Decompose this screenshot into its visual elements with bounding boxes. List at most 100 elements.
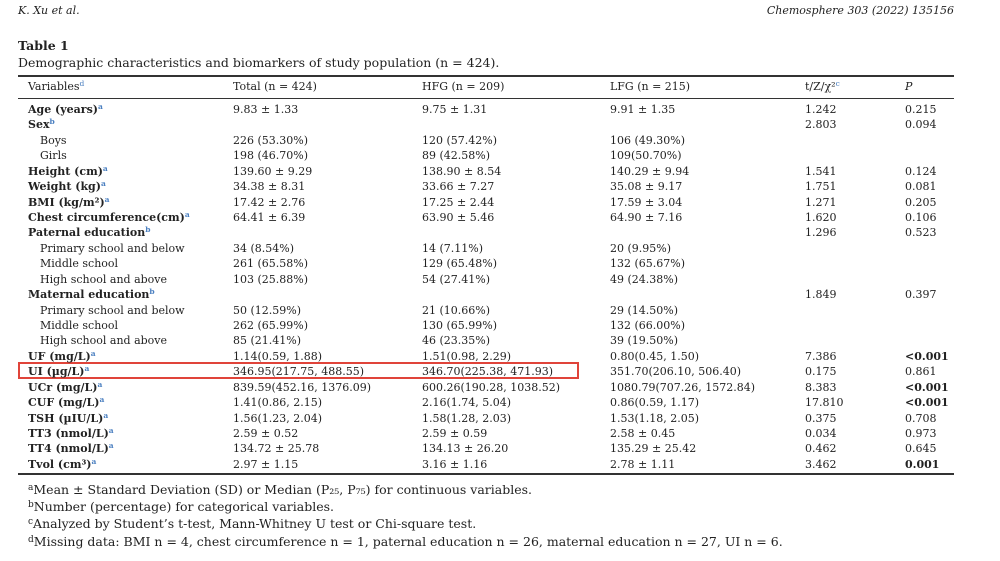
table-cell: 138.90 ± 8.54 <box>422 164 502 178</box>
row-label-text: Middle school <box>40 257 119 271</box>
table-cell: 0.80(0.45, 1.50) <box>610 349 700 363</box>
table-cell: 3.16 ± 1.16 <box>422 457 488 471</box>
footnote-marker: b <box>49 117 55 127</box>
footnote-marker: a <box>102 163 108 173</box>
column-header: Variablesd <box>28 80 84 94</box>
table-cell: 39 (19.50%) <box>610 334 679 348</box>
table-cell: 2.803 <box>805 118 837 132</box>
row-label: Middle school <box>40 319 118 333</box>
table-cell: <0.001 <box>905 349 949 363</box>
bottom-rule <box>18 473 954 475</box>
footnote-text: Mean ± Standard Deviation (SD) or Median… <box>33 482 532 497</box>
table-cell: 140.29 ± 9.94 <box>610 164 690 178</box>
table-title: Table 1 <box>18 38 69 53</box>
table-cell: 132 (65.67%) <box>610 257 686 271</box>
table-cell: 1.271 <box>805 195 837 209</box>
table-cell: 46 (23.35%) <box>422 334 491 348</box>
row-label: Primary school and below <box>40 304 185 318</box>
row-label: High school and above <box>40 273 167 287</box>
table-caption: Demographic characteristics and biomarke… <box>18 55 500 70</box>
table-cell: 839.59(452.16, 1376.09) <box>233 380 372 394</box>
table-cell: 17.810 <box>805 396 844 410</box>
footnote-marker: a <box>91 456 97 466</box>
row-label: Paternal educationb <box>28 226 150 240</box>
table-cell: 198 (46.70%) <box>233 149 309 163</box>
table-cell: 2.97 ± 1.15 <box>233 457 299 471</box>
table-cell: 0.708 <box>905 411 937 425</box>
footnote-text: Number (percentage) for categorical vari… <box>33 499 335 514</box>
table-cell: 1.14(0.59, 1.88) <box>233 349 323 363</box>
row-label-text: High school and above <box>40 272 168 286</box>
table-cell: 0.397 <box>905 288 937 302</box>
table-cell: 134.13 ± 26.20 <box>422 442 509 456</box>
table-cell: 2.16(1.74, 5.04) <box>422 396 512 410</box>
table-cell: 29 (14.50%) <box>610 303 679 317</box>
table-cell: 0.081 <box>905 180 937 194</box>
table-cell: 346.95(217.75, 488.55) <box>233 365 365 379</box>
row-label-text: Age (years) <box>28 103 98 116</box>
row-label-text: Primary school and below <box>40 303 185 317</box>
column-header: LFG (n = 215) <box>610 80 690 94</box>
column-header: t/Z/χ²c <box>805 80 840 94</box>
row-label: Primary school and below <box>40 242 185 256</box>
table-cell: 1.51(0.98, 2.29) <box>422 349 512 363</box>
table-cell: 1080.79(707.26, 1572.84) <box>610 380 756 394</box>
row-label: TT3 (nmol/L)a <box>28 427 114 441</box>
footnote: aMean ± Standard Deviation (SD) or Media… <box>28 482 532 497</box>
table-cell: 109(50.70%) <box>610 149 682 163</box>
table-cell: 0.86(0.59, 1.17) <box>610 396 700 410</box>
row-label-text: High school and above <box>40 334 168 348</box>
row-label: Maternal educationb <box>28 288 155 302</box>
table-cell: 1.58(1.28, 2.03) <box>422 411 512 425</box>
row-label-text: UCr (mg/L) <box>28 380 98 394</box>
row-label-text: UF (mg/L) <box>28 349 91 363</box>
row-label-text: BMI (kg/m²) <box>28 195 105 209</box>
table-cell: 0.205 <box>905 195 937 209</box>
column-header-text: Total (n = 424) <box>233 80 317 93</box>
footnote-mark: a <box>28 483 34 493</box>
footnote-marker: a <box>108 441 114 451</box>
footnote-mark: c <box>28 517 34 527</box>
row-label: Height (cm)a <box>28 163 108 179</box>
column-header-text: LFG (n = 215) <box>610 80 691 93</box>
table-cell: 351.70(206.10, 506.40) <box>610 365 742 379</box>
table-cell: 63.90 ± 5.46 <box>422 211 495 224</box>
table-cell: 0.094 <box>905 118 937 132</box>
table-cell: 226 (53.30%) <box>233 133 309 147</box>
table-cell: 261 (65.58%) <box>233 257 309 271</box>
row-label-text: UI (µg/L) <box>28 365 85 379</box>
row-label-text: TSH (µIU/L) <box>28 411 104 425</box>
table-cell: 0.973 <box>905 427 937 441</box>
row-label: Tvol (cm³)a <box>28 458 96 472</box>
row-label-text: CUF (mg/L) <box>28 396 100 410</box>
row-label-text: Sex <box>28 118 50 132</box>
row-label-text: Paternal education <box>28 226 146 240</box>
footnote-text: Analyzed by Student’s t-test, Mann-Whitn… <box>33 516 477 531</box>
table-cell: 129 (65.48%) <box>422 257 498 271</box>
table-cell: 0.215 <box>905 103 937 116</box>
table-cell: 0.645 <box>905 442 937 456</box>
row-label-text: TT4 (nmol/L) <box>28 442 109 456</box>
table-cell: 1.751 <box>805 180 837 194</box>
table-cell: 132 (66.00%) <box>610 319 686 333</box>
table-cell: 1.620 <box>805 211 837 224</box>
table-cell: 134.72 ± 25.78 <box>233 442 320 456</box>
table-cell: 1.56(1.23, 2.04) <box>233 411 323 425</box>
row-label: UCr (mg/L)a <box>28 380 102 395</box>
table-cell: 1.41(0.86, 2.15) <box>233 396 323 410</box>
footnote-marker: b <box>145 225 151 235</box>
row-label: Weight (kg)a <box>28 180 106 194</box>
footnote-marker: a <box>99 395 105 405</box>
footnote-marker: a <box>90 348 96 358</box>
footnote: cAnalyzed by Student’s t-test, Mann-Whit… <box>28 516 476 531</box>
table-cell: 120 (57.42%) <box>422 133 498 147</box>
row-label: Girls <box>40 149 67 163</box>
table-cell: 1.849 <box>805 288 837 302</box>
column-header: HFG (n = 209) <box>422 80 504 94</box>
row-label-text: Primary school and below <box>40 241 185 255</box>
table-cell: 9.83 ± 1.33 <box>233 103 299 116</box>
column-header-text: t/Z/χ² <box>805 80 836 93</box>
table-cell: 7.386 <box>805 349 837 363</box>
row-label-text: Boys <box>40 133 67 147</box>
footnote-marker: a <box>84 364 90 374</box>
